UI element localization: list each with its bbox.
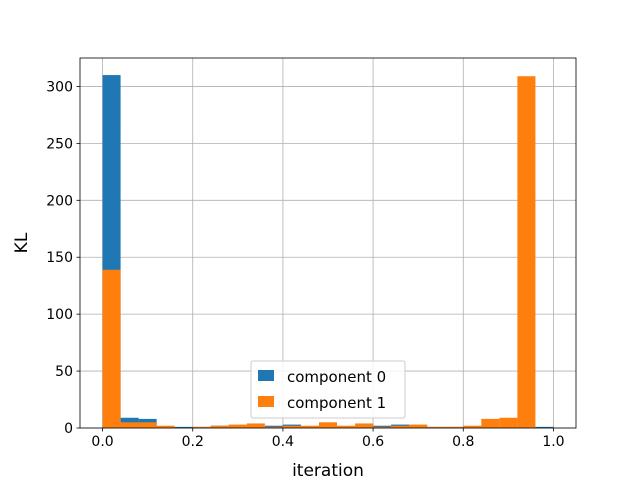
bar-component-1: [499, 417, 518, 428]
y-tick-label: 250: [46, 136, 73, 152]
legend-swatch-component-0: [258, 370, 274, 381]
bar-component-1: [120, 422, 139, 428]
legend-swatch-component-1: [258, 396, 274, 407]
bar-component-1: [463, 425, 482, 428]
x-tick-label: 0.6: [362, 434, 384, 450]
bar-component-1: [138, 422, 157, 428]
y-tick-label: 200: [46, 193, 73, 209]
bars: [102, 75, 554, 429]
bar-component-1: [282, 425, 301, 428]
bar-component-0: [174, 426, 193, 428]
legend-label-component-0: component 0: [287, 368, 386, 386]
y-tick-label: 300: [46, 79, 73, 95]
bar-component-1: [391, 425, 410, 428]
bar-component-1: [355, 423, 374, 428]
legend: component 0 component 1: [250, 360, 406, 419]
bar-component-1: [156, 425, 175, 428]
y-axis-label: KL: [12, 232, 32, 253]
y-tick-label: 100: [46, 307, 73, 323]
bar-component-1: [210, 425, 229, 428]
y-axis-ticks: 0 50 100 150 200 250 300: [46, 79, 80, 437]
bar-component-1: [337, 425, 356, 428]
x-tick-label: 0.4: [272, 434, 294, 450]
y-tick-label: 150: [46, 250, 73, 266]
x-axis-ticks: 0.0 0.2 0.4 0.6 0.8 1.0: [91, 428, 565, 450]
bar-component-1: [427, 426, 446, 428]
bar-component-1: [481, 418, 500, 428]
bar-component-1: [409, 424, 428, 428]
bar-component-1: [264, 426, 283, 428]
bar-component-1: [102, 269, 121, 428]
x-tick-label: 0.8: [452, 434, 474, 450]
bar-component-1: [228, 424, 247, 428]
x-tick-label: 0.0: [91, 434, 113, 450]
legend-label-component-1: component 1: [287, 394, 386, 412]
bar-component-1: [318, 422, 338, 428]
x-tick-label: 1.0: [542, 434, 564, 450]
bar-component-1: [373, 426, 392, 428]
y-tick-label: 50: [55, 364, 73, 380]
bar-component-1: [246, 423, 265, 428]
bar-component-1: [300, 425, 319, 428]
y-tick-label: 0: [64, 421, 73, 437]
legend-box: [250, 360, 406, 419]
plot-frame: [79, 57, 577, 429]
x-tick-label: 0.2: [182, 434, 204, 450]
bar-component-1: [445, 426, 464, 428]
bar-component-0: [535, 426, 554, 428]
bar-component-1: [192, 426, 211, 428]
x-axis-label: iteration: [292, 461, 364, 480]
bar-component-1: [517, 76, 536, 428]
